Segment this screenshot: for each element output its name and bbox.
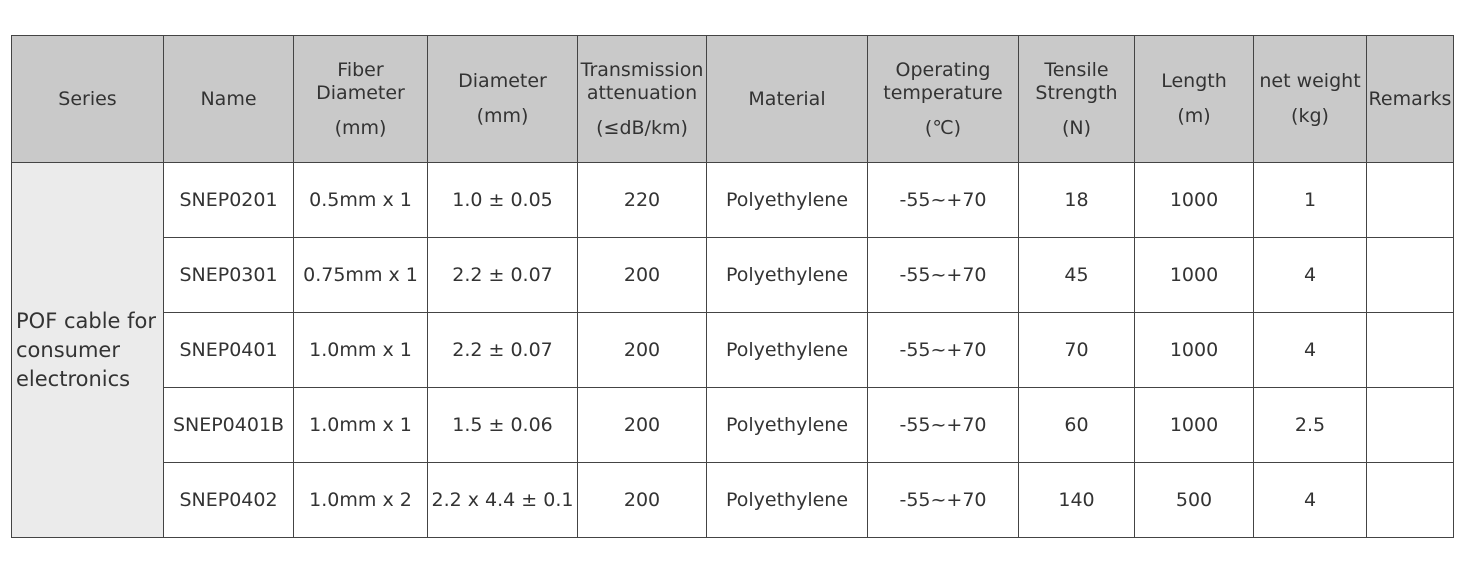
remarks-cell bbox=[1366, 237, 1454, 313]
header-line: Length bbox=[1161, 70, 1227, 92]
header-line: (mm) bbox=[476, 105, 529, 127]
remarks-cell bbox=[1366, 162, 1454, 238]
header-cell: Material bbox=[706, 35, 868, 163]
header-line: (kg) bbox=[1291, 105, 1329, 127]
header-line: Fiber bbox=[337, 58, 384, 81]
header-line: (N) bbox=[1061, 116, 1092, 139]
table-cell: 1.0mm x 1 bbox=[293, 387, 428, 463]
table-cell: 60 bbox=[1018, 387, 1135, 463]
table-cell: -55~+70 bbox=[867, 387, 1019, 463]
header-cell: Series bbox=[11, 35, 164, 163]
table-cell: 18 bbox=[1018, 162, 1135, 238]
table-cell: -55~+70 bbox=[867, 162, 1019, 238]
table-cell: 1.0mm x 1 bbox=[293, 312, 428, 388]
table-cell: 1000 bbox=[1134, 162, 1254, 238]
series-cell: POF cable for consumer electronics bbox=[11, 162, 164, 538]
header-line: Transmission bbox=[580, 58, 704, 81]
header-cell: net weight (kg) bbox=[1253, 35, 1367, 163]
header-line: (mm) bbox=[334, 116, 387, 139]
table-cell: SNEP0401B bbox=[163, 387, 294, 463]
table-cell: Polyethylene bbox=[706, 312, 868, 388]
table-body: POF cable for consumer electronics SNEP02… bbox=[11, 162, 1454, 538]
table-cell: 70 bbox=[1018, 312, 1135, 388]
table-cell: 200 bbox=[577, 237, 707, 313]
table-cell: SNEP0301 bbox=[163, 237, 294, 313]
header-cell: Remarks bbox=[1366, 35, 1454, 163]
table-cell: 45 bbox=[1018, 237, 1135, 313]
table-cell: 1000 bbox=[1134, 387, 1254, 463]
table-cell: 1.0mm x 2 bbox=[293, 462, 428, 538]
table-cell: 0.75mm x 1 bbox=[293, 237, 428, 313]
header-line: (℃) bbox=[924, 116, 962, 139]
header-line: net weight bbox=[1259, 70, 1361, 92]
table-cell: 2.2 x 4.4 ± 0.1 bbox=[427, 462, 578, 538]
table-cell: -55~+70 bbox=[867, 462, 1019, 538]
table-cell: -55~+70 bbox=[867, 237, 1019, 313]
table-cell: 1 bbox=[1253, 162, 1367, 238]
remarks-cell bbox=[1366, 387, 1454, 463]
table-cell: SNEP0401 bbox=[163, 312, 294, 388]
table-row: SNEP0402 1.0mm x 2 2.2 x 4.4 ± 0.1 200 Polye… bbox=[12, 462, 1454, 538]
header-line: (≤dB/km) bbox=[596, 116, 688, 139]
header-line: Name bbox=[200, 87, 257, 110]
table-row: SNEP0301 0.75mm x 1 2.2 ± 0.07 200 Polyethyl… bbox=[12, 237, 1454, 313]
table-cell: 1000 bbox=[1134, 237, 1254, 313]
header-line: attenuation bbox=[586, 81, 698, 104]
header-cell: Fiber Diameter (mm) bbox=[293, 35, 428, 163]
table-cell: -55~+70 bbox=[867, 312, 1019, 388]
header-line: Material bbox=[748, 87, 826, 110]
table-cell: SNEP0201 bbox=[163, 162, 294, 238]
table-cell: 4 bbox=[1253, 462, 1367, 538]
remarks-cell bbox=[1366, 312, 1454, 388]
header-line: Diameter bbox=[316, 81, 405, 104]
table-cell: 4 bbox=[1253, 237, 1367, 313]
table-cell: 1.0 ± 0.05 bbox=[427, 162, 578, 238]
table-cell: 4 bbox=[1253, 312, 1367, 388]
table-cell: Polyethylene bbox=[706, 162, 868, 238]
header-line: Tensile bbox=[1044, 58, 1109, 81]
table-cell: 220 bbox=[577, 162, 707, 238]
table-cell: 500 bbox=[1134, 462, 1254, 538]
spec-table: Series Name Fiber Diameter (mm) Diameter (mm) T… bbox=[11, 35, 1454, 538]
header-line: Remarks bbox=[1368, 87, 1452, 110]
table-row: POF cable for consumer electronics SNEP02… bbox=[11, 162, 1454, 538]
table-cell: 2.5 bbox=[1253, 387, 1367, 463]
table-cell: 200 bbox=[577, 387, 707, 463]
header-row: Series Name Fiber Diameter (mm) Diameter (mm) T… bbox=[11, 35, 1454, 163]
table-cell: 200 bbox=[577, 462, 707, 538]
header-line: temperature bbox=[883, 81, 1003, 104]
header-line: Diameter bbox=[458, 70, 547, 92]
table-cell: 140 bbox=[1018, 462, 1135, 538]
table-cell: 2.2 ± 0.07 bbox=[427, 237, 578, 313]
table-cell: 0.5mm x 1 bbox=[293, 162, 428, 238]
header-line: (m) bbox=[1177, 105, 1211, 127]
table-cell: Polyethylene bbox=[706, 237, 868, 313]
table-cell: SNEP0402 bbox=[163, 462, 294, 538]
header-line: Operating bbox=[895, 58, 991, 81]
header-cell: Transmission attenuation (≤dB/km) bbox=[577, 35, 707, 163]
header-cell: Operating temperature (℃) bbox=[867, 35, 1019, 163]
table-cell: 200 bbox=[577, 312, 707, 388]
table-cell: 2.2 ± 0.07 bbox=[427, 312, 578, 388]
header-cell: Tensile Strength (N) bbox=[1018, 35, 1135, 163]
header-line: Series bbox=[58, 87, 117, 110]
header-cell: Diameter (mm) bbox=[427, 35, 578, 163]
header-line: Strength bbox=[1035, 81, 1118, 104]
table-row: SNEP0401B 1.0mm x 1 1.5 ± 0.06 200 Polyethyl… bbox=[12, 387, 1454, 463]
table-cell: 1.5 ± 0.06 bbox=[427, 387, 578, 463]
table-row: SNEP0401 1.0mm x 1 2.2 ± 0.07 200 Polyethyle… bbox=[12, 312, 1454, 388]
table-cell: 1000 bbox=[1134, 312, 1254, 388]
header-cell: Name bbox=[163, 35, 294, 163]
remarks-cell bbox=[1366, 462, 1454, 538]
table-cell: Polyethylene bbox=[706, 387, 868, 463]
header-cell: Length (m) bbox=[1134, 35, 1254, 163]
table-cell: Polyethylene bbox=[706, 462, 868, 538]
